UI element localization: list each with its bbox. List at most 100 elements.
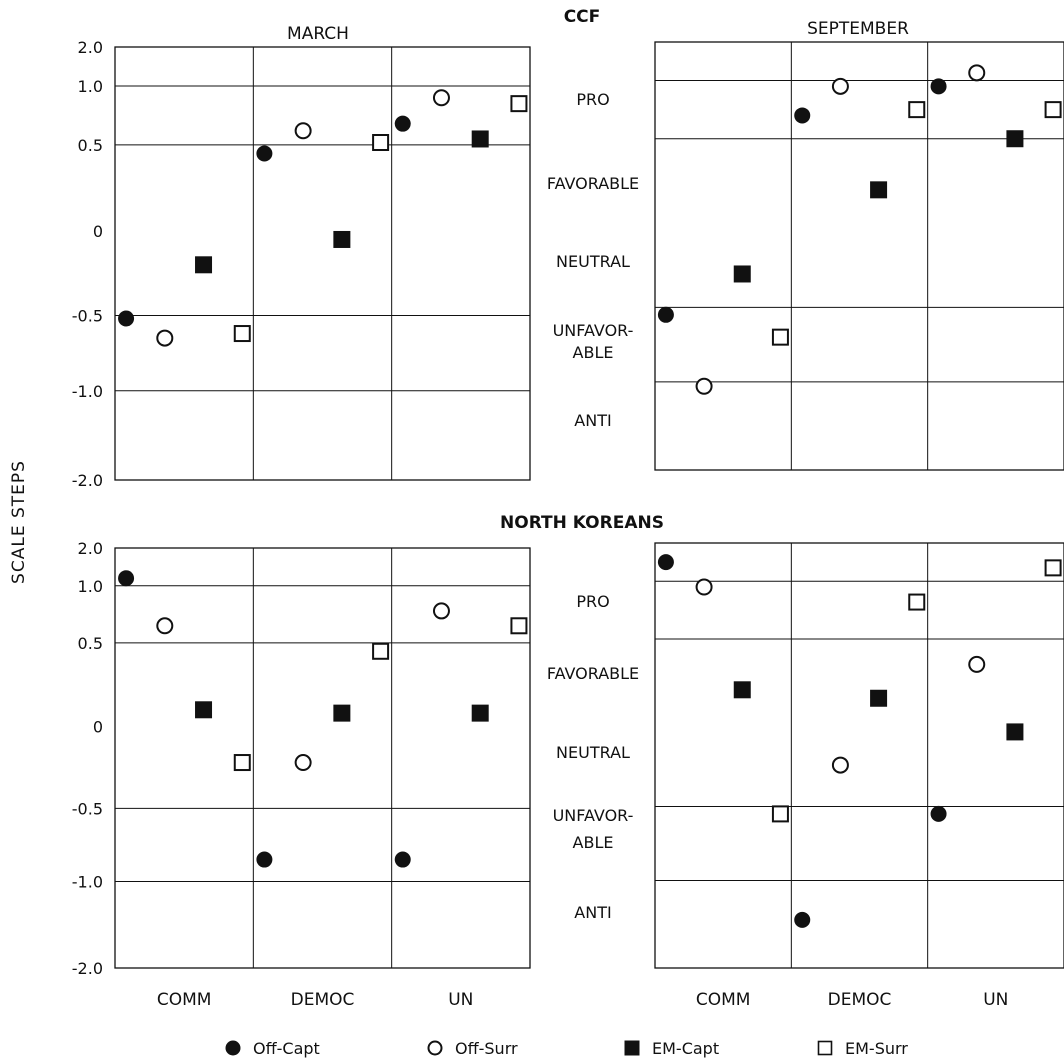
- y-tick-label: 1.0: [78, 77, 103, 96]
- marker-em-capt-democ: [870, 689, 888, 707]
- panel-frame: [114, 547, 531, 969]
- marker-off-capt-comm: [118, 310, 135, 327]
- y-tick-label: -1.0: [72, 382, 103, 401]
- y-tick-label: 1.0: [78, 577, 103, 596]
- y-tick-label: 0: [93, 222, 103, 241]
- scale-label: UNFAVOR-: [553, 321, 634, 340]
- marker-off-surr-democ: [831, 77, 849, 95]
- category-label: COMM: [696, 990, 751, 1010]
- y-tick-label: -0.5: [72, 799, 103, 818]
- legend-label: EM-Surr: [845, 1039, 908, 1058]
- marker-off-surr-democ: [831, 756, 849, 774]
- marker-off-surr-comm: [156, 329, 174, 347]
- y-tick-label: -2.0: [72, 471, 103, 490]
- marker-em-capt-un: [471, 704, 489, 722]
- legend-item-em-capt: EM-Capt: [624, 1039, 719, 1058]
- y-tick-label: 2.0: [78, 539, 103, 558]
- marker-em-surr-comm: [771, 328, 789, 346]
- y-tick-label: -2.0: [72, 959, 103, 978]
- legend-marker: [817, 1040, 833, 1056]
- marker-off-capt-comm: [657, 554, 674, 571]
- marker-off-surr-comm: [695, 578, 713, 596]
- panel-frame: [114, 46, 531, 481]
- marker-off-surr-un: [968, 655, 986, 673]
- scale-label: PRO: [576, 592, 609, 611]
- legend-label: EM-Capt: [652, 1039, 719, 1058]
- marker-em-capt-democ: [333, 230, 351, 248]
- y-tick-label: 0.5: [78, 136, 103, 155]
- legend-marker: [225, 1040, 241, 1056]
- y-axis-label: SCALE STEPS: [9, 460, 29, 584]
- scale-label: ABLE: [573, 833, 614, 852]
- marker-em-surr-comm: [233, 325, 251, 343]
- category-label: DEMOC: [291, 990, 355, 1010]
- legend-item-em-surr: EM-Surr: [817, 1039, 908, 1058]
- category-label: COMM: [157, 990, 212, 1010]
- panel-frame: [654, 542, 1064, 969]
- marker-em-surr-democ: [908, 593, 926, 611]
- scale-label: ABLE: [573, 343, 614, 362]
- marker-off-capt-democ: [794, 107, 811, 124]
- panel-title-september: SEPTEMBER: [807, 19, 909, 39]
- scale-label: FAVORABLE: [547, 174, 639, 193]
- panel-frame: [654, 41, 1064, 471]
- panel-title-march: MARCH: [287, 24, 349, 44]
- marker-off-capt-un: [394, 851, 411, 868]
- scale-label: UNFAVOR-: [553, 806, 634, 825]
- marker-em-surr-un: [1044, 101, 1062, 119]
- marker-em-surr-comm: [233, 754, 251, 772]
- marker-em-surr-comm: [771, 805, 789, 823]
- panel-2: [654, 41, 1064, 471]
- marker-off-surr-democ: [294, 754, 312, 772]
- marker-off-capt-comm: [118, 570, 135, 587]
- marker-em-capt-comm: [195, 256, 213, 274]
- legend-label: Off-Capt: [253, 1039, 320, 1058]
- marker-em-capt-un: [1006, 723, 1024, 741]
- category-label: DEMOC: [828, 990, 892, 1010]
- marker-em-surr-democ: [908, 101, 926, 119]
- marker-off-capt-democ: [256, 851, 273, 868]
- legend-marker: [624, 1040, 640, 1056]
- marker-em-capt-comm: [733, 265, 751, 283]
- legend-item-off-capt: Off-Capt: [225, 1039, 320, 1058]
- y-tick-label: -1.0: [72, 872, 103, 891]
- marker-off-capt-un: [394, 115, 411, 132]
- group-title-ccf: CCF: [564, 7, 601, 27]
- marker-off-surr-un: [432, 602, 450, 620]
- marker-off-surr-comm: [695, 377, 713, 395]
- scale-label: ANTI: [574, 903, 611, 922]
- y-tick-label: -0.5: [72, 306, 103, 325]
- marker-em-surr-un: [510, 617, 528, 635]
- category-label: UN: [983, 990, 1008, 1010]
- y-tick-label: 2.0: [78, 38, 103, 57]
- panel-1: 2.0 1.0 0.5 0 -0.5 -1.0 -2.0: [72, 38, 531, 490]
- y-tick-label: 0: [93, 718, 103, 737]
- marker-em-surr-democ: [372, 642, 390, 660]
- marker-em-capt-democ: [870, 181, 888, 199]
- marker-em-capt-comm: [733, 681, 751, 699]
- scale-label: PRO: [576, 90, 609, 109]
- legend-label: Off-Surr: [455, 1039, 518, 1058]
- marker-em-capt-un: [471, 130, 489, 148]
- legend-marker: [427, 1040, 443, 1056]
- y-tick-label: 0.5: [78, 634, 103, 653]
- marker-em-capt-comm: [195, 701, 213, 719]
- marker-off-surr-un: [968, 64, 986, 82]
- marker-off-surr-democ: [294, 122, 312, 140]
- panel-3: 2.0 1.0 0.5 0 -0.5 -1.0 -2.0 COMM DEMOC UN: [72, 539, 531, 1010]
- marker-off-capt-un: [930, 805, 947, 822]
- marker-em-surr-un: [510, 95, 528, 113]
- scale-label: ANTI: [574, 411, 611, 430]
- scale-label: NEUTRAL: [556, 743, 630, 762]
- marker-off-capt-democ: [794, 911, 811, 928]
- category-label: UN: [448, 990, 473, 1010]
- marker-off-capt-un: [930, 78, 947, 95]
- marker-em-surr-democ: [372, 134, 390, 152]
- scale-label: NEUTRAL: [556, 252, 630, 271]
- scale-label: FAVORABLE: [547, 664, 639, 683]
- marker-off-capt-democ: [256, 145, 273, 162]
- marker-em-capt-un: [1006, 130, 1024, 148]
- marker-off-surr-un: [432, 89, 450, 107]
- marker-off-capt-comm: [657, 306, 674, 323]
